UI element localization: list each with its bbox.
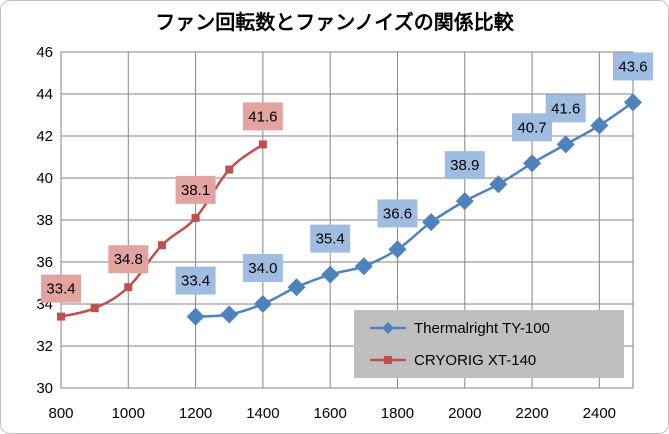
y-tick-label: 32 [36, 338, 53, 355]
data-point [57, 312, 65, 321]
data-point [388, 240, 407, 259]
data-point [523, 154, 542, 173]
data-label: 33.4 [46, 281, 75, 298]
data-point [90, 304, 99, 313]
legend-label: Thermalright TY-100 [414, 320, 550, 337]
data-point [321, 265, 340, 284]
data-label-box [175, 266, 216, 295]
data-label: 38.9 [450, 157, 479, 174]
data-label: 41.6 [551, 100, 580, 117]
x-tick-label: 2200 [515, 405, 548, 422]
data-label-box [242, 102, 283, 131]
y-tick-label: 40 [36, 170, 53, 187]
data-label: 40.7 [517, 119, 546, 136]
chart-title: ファン回転数とファンノイズの関係比較 [155, 10, 514, 34]
y-tick-label: 46 [36, 44, 53, 61]
y-tick-label: 36 [36, 254, 53, 271]
data-label-box [242, 254, 283, 282]
x-tick-label: 1400 [246, 405, 279, 422]
x-tick-label: 2000 [448, 405, 481, 422]
data-point [220, 305, 239, 324]
data-label: 35.4 [316, 231, 345, 248]
data-label-box [613, 52, 653, 81]
data-point [253, 295, 272, 313]
data-label-layer: 33.4 34.0 35.4 36.6 38.9 40.7 41.6 43.6 33.4 34.8… [41, 52, 653, 303]
data-point [455, 192, 474, 211]
legend-marker [384, 356, 392, 364]
data-label-box [175, 175, 216, 204]
data-label-box [444, 151, 485, 180]
data-point [422, 213, 441, 232]
legend-box [354, 310, 624, 378]
y-tick-label: 42 [36, 128, 53, 145]
legend-marker [382, 322, 394, 334]
data-point [354, 257, 373, 276]
data-point [624, 93, 642, 112]
data-label-box [545, 94, 586, 123]
data-point [124, 283, 133, 292]
data-point [489, 175, 508, 194]
x-tick-label: 1200 [179, 405, 212, 422]
data-label-box [41, 274, 81, 303]
x-tick-label: 2400 [583, 405, 616, 422]
data-point [590, 116, 609, 135]
y-tick-label: 30 [36, 380, 53, 397]
data-point [157, 241, 166, 250]
data-label: 38.1 [181, 182, 210, 199]
legend-label: CRYORIG XT-140 [414, 352, 536, 369]
data-label: 36.6 [383, 205, 412, 222]
data-label: 34.0 [248, 260, 277, 277]
legend: Thermalright TY-100 CRYORIG XT-140 [354, 310, 624, 378]
data-label: 43.6 [618, 58, 647, 75]
data-point [186, 307, 205, 326]
data-label: 33.4 [181, 273, 210, 290]
data-point [258, 140, 267, 149]
data-point [287, 278, 306, 297]
y-tick-label: 44 [36, 86, 53, 103]
data-label-box [310, 224, 351, 253]
data-point [225, 165, 234, 174]
series-layer [57, 93, 642, 326]
x-tick-label: 1800 [381, 405, 414, 422]
y-tick-label: 38 [36, 212, 53, 229]
x-tick-label: 800 [48, 405, 73, 422]
data-label-box [377, 199, 418, 228]
data-label-box [512, 113, 553, 142]
data-point [556, 135, 575, 154]
data-label: 34.8 [114, 251, 143, 268]
x-tick-label: 1000 [112, 405, 145, 422]
data-label: 41.6 [248, 108, 277, 125]
data-point [191, 213, 200, 222]
x-tick-label: 1600 [313, 405, 346, 422]
data-label-box [108, 245, 149, 274]
